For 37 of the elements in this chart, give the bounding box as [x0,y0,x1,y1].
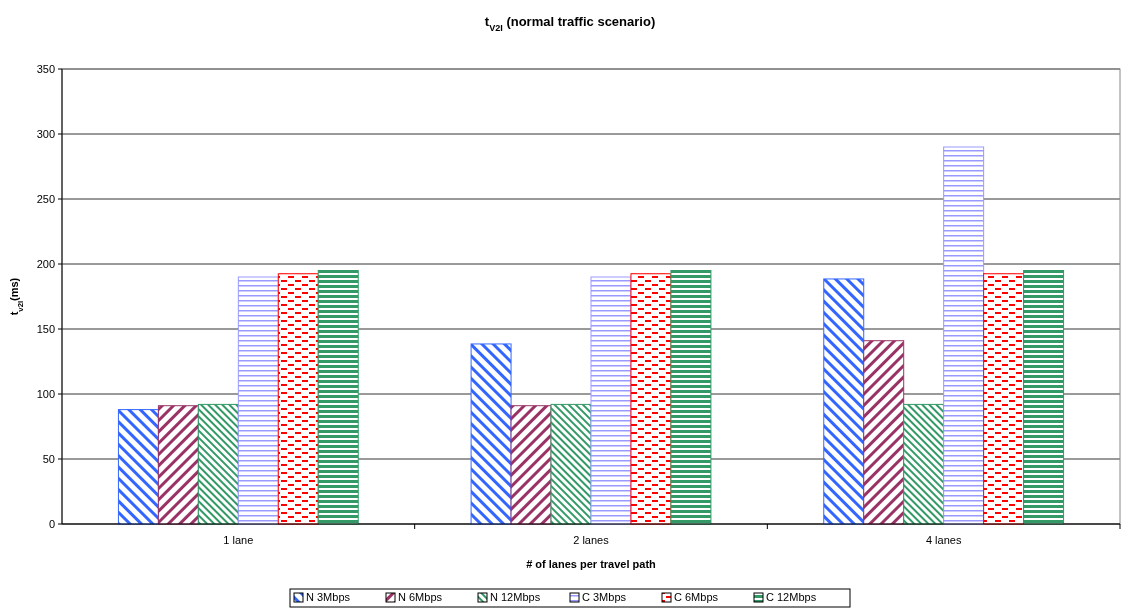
bar [943,146,985,525]
y-tick-label: 300 [36,127,55,140]
y-tick-label: 250 [36,192,55,205]
y-tick-label: 50 [42,452,55,465]
y-tick-label: 350 [36,62,55,75]
x-tick-label: 1 lane [223,534,254,546]
legend-label: C 3Mbps [582,591,627,603]
legend-label: C 12Mbps [766,591,817,603]
bar [470,343,512,525]
x-tick-label: 2 lanes [573,534,610,546]
y-tick-label: 150 [36,322,55,335]
x-tick-label: 4 lanes [925,534,962,546]
bar [277,273,319,525]
bar [1023,270,1065,525]
legend-label: N 12Mbps [490,591,541,603]
bar [903,403,945,525]
bar [237,276,279,525]
bar [510,405,552,525]
bar [117,409,159,525]
bar [197,403,239,525]
bar [863,340,905,525]
bar [157,405,199,525]
bar [983,273,1025,525]
legend-label: N 6Mbps [398,591,443,603]
chart-title: t$_{V2I}$ (normal traffic scenario) [484,14,656,33]
bar [823,278,865,525]
y-tick-label: 0 [48,517,55,530]
bar [630,273,672,525]
y-tick-label: 100 [36,387,55,400]
bar [590,276,632,525]
x-axis-title: # of lanes per travel path [526,558,657,570]
y-tick-label: 200 [36,257,55,270]
bar [670,270,712,525]
legend-label: C 6Mbps [674,591,719,603]
bar [550,403,592,525]
bar [317,270,359,525]
legend-label: N 3Mbps [306,591,351,603]
